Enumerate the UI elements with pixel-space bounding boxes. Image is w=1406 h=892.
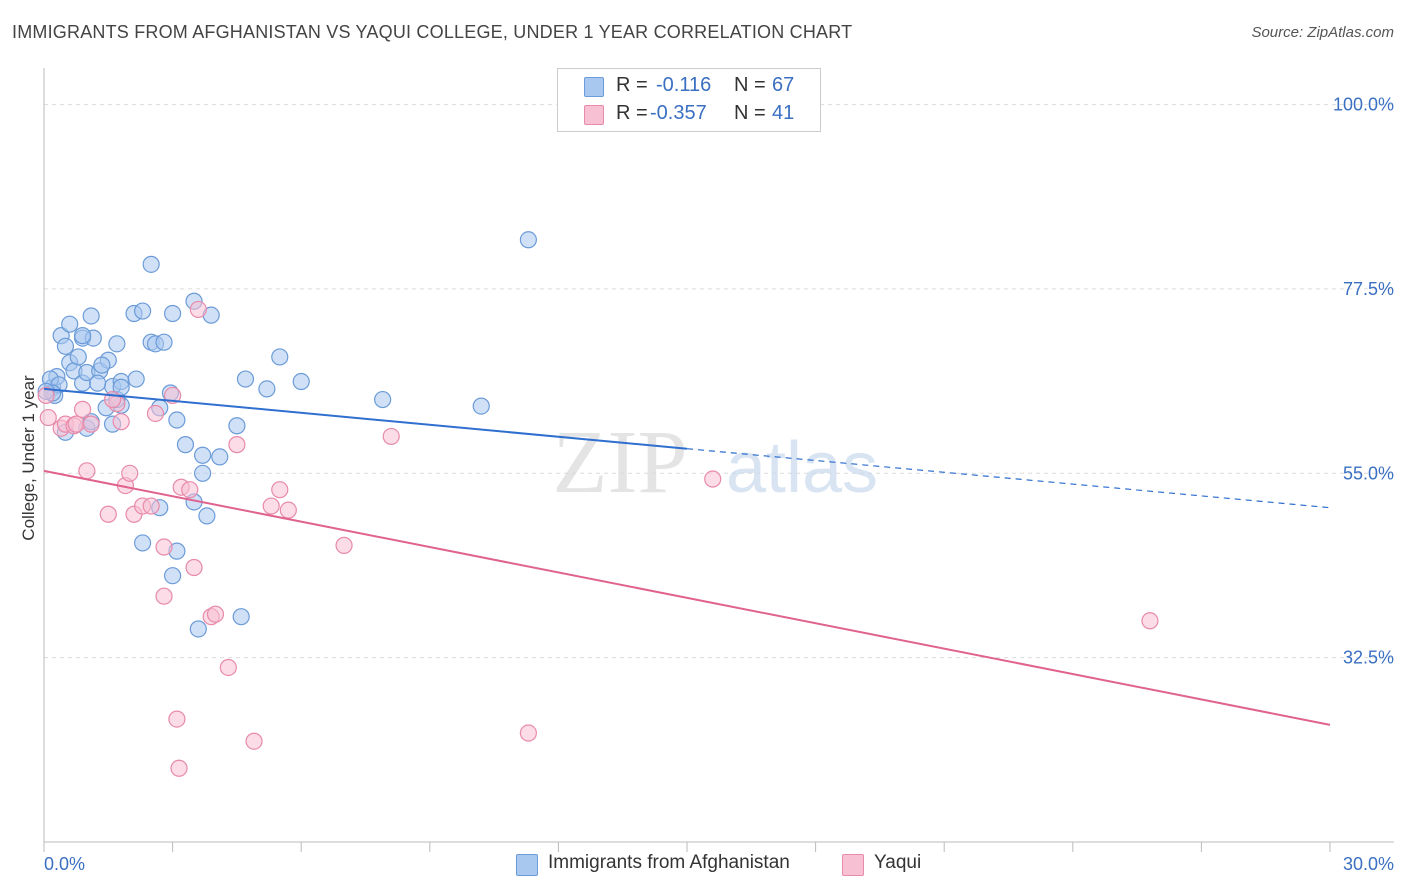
legend-swatch-pink <box>584 105 604 125</box>
yaqui-point <box>181 481 199 499</box>
afghanistan-trend-line <box>43 387 688 450</box>
legend-n-label: N = <box>734 74 766 96</box>
yaqui-point <box>73 400 92 418</box>
legend-r-label: R = <box>616 74 648 96</box>
yaqui-point <box>185 558 203 577</box>
yaqui-point <box>1141 612 1159 630</box>
trend-lines <box>43 387 1331 726</box>
y-axis-label: College, Under 1 year <box>19 375 38 541</box>
afghanistan-point <box>108 335 126 353</box>
stats-legend: R = -0.116 N = 67 R = -0.357 N = 41 <box>557 68 821 132</box>
axes <box>43 68 1394 852</box>
yaqui-point <box>82 415 100 433</box>
afghanistan-point <box>164 567 182 585</box>
afghanistan-point <box>194 464 212 482</box>
afghanistan-point <box>88 374 107 392</box>
afghanistan-point <box>519 231 537 249</box>
yaqui-point <box>206 605 225 623</box>
afghanistan-point <box>374 390 392 409</box>
afghanistan-point <box>189 620 207 638</box>
afghanistan-point <box>127 370 145 388</box>
yaqui-point <box>168 710 186 728</box>
afghanistan-point <box>61 315 79 333</box>
yaqui-point <box>279 501 297 519</box>
afghanistan-point <box>271 348 289 366</box>
legend-row-yaqui: R = -0.357 N = 41 <box>558 102 820 128</box>
watermark-zip: ZIP <box>553 413 688 512</box>
yaqui-point <box>271 481 289 499</box>
yaqui-point <box>121 464 139 482</box>
afghanistan-point <box>155 333 173 351</box>
yaqui-point <box>67 415 85 433</box>
y-tick-label: 77.5% <box>1343 279 1394 299</box>
yaqui-point <box>37 386 55 405</box>
afghanistan-point <box>198 507 216 525</box>
afghanistan-point <box>258 380 276 398</box>
data-points <box>37 231 1159 777</box>
afghanistan-point <box>211 448 229 466</box>
yaqui-point <box>382 427 400 446</box>
afghanistan-trend-extension <box>686 448 1331 509</box>
afghanistan-point <box>93 356 111 374</box>
yaqui-point <box>39 408 57 427</box>
yaqui-point <box>155 587 173 605</box>
afghanistan-point <box>133 302 152 320</box>
yaqui-point <box>142 497 160 515</box>
legend-n-label: N = <box>734 102 766 124</box>
x-tick-label: 30.0% <box>1343 854 1394 874</box>
afghanistan-point <box>133 534 152 552</box>
yaqui-point <box>262 497 280 515</box>
afghanistan-point <box>82 307 100 325</box>
afghanistan-point <box>176 436 195 454</box>
yaqui-point <box>335 536 353 554</box>
yaqui-point <box>78 462 96 480</box>
yaqui-point <box>170 759 188 777</box>
yaqui-trend-line <box>43 469 1331 726</box>
tick-labels: 100.0% 77.5% 55.0% 32.5% 0.0% 30.0% <box>44 95 1394 874</box>
legend-r-label: R = <box>616 102 648 124</box>
afghanistan-point <box>168 411 186 429</box>
afghanistan-point <box>73 327 92 345</box>
bottom-legend-swatch-blue <box>516 854 538 876</box>
yaqui-point <box>146 404 165 423</box>
yaqui-point <box>99 505 117 523</box>
source-credit: Source: ZipAtlas.com <box>1251 24 1394 41</box>
legend-swatch-blue <box>584 77 604 97</box>
afghanistan-point <box>292 372 310 391</box>
y-tick-label: 32.5% <box>1343 648 1394 668</box>
afghanistan-point <box>69 348 87 366</box>
y-tick-label: 100.0% <box>1333 95 1394 115</box>
legend-r-value: -0.357 <box>650 102 707 124</box>
yaqui-point <box>219 658 237 677</box>
legend-r-value: -0.116 <box>656 74 712 96</box>
yaqui-point <box>245 732 263 750</box>
yaqui-point <box>228 436 246 454</box>
bottom-legend-label: Immigrants from Afghanistan <box>548 852 790 873</box>
yaqui-point <box>155 538 173 556</box>
legend-n-value: 67 <box>772 74 795 96</box>
yaqui-point <box>189 300 207 319</box>
yaqui-point <box>519 724 537 742</box>
chart-title: IMMIGRANTS FROM AFGHANISTAN VS YAQUI COL… <box>12 22 853 42</box>
afghanistan-point <box>236 370 255 388</box>
afghanistan-point <box>56 337 75 355</box>
watermark-atlas: atlas <box>726 428 878 508</box>
legend-n-value: 41 <box>772 102 795 124</box>
y-tick-label: 55.0% <box>1343 463 1394 483</box>
afghanistan-point <box>228 417 246 435</box>
bottom-legend-swatch-pink <box>842 854 864 876</box>
afghanistan-point <box>472 397 490 415</box>
afghanistan-point <box>232 608 250 626</box>
x-tick-label: 0.0% <box>44 854 85 874</box>
yaqui-point <box>164 386 182 405</box>
legend-row-afghanistan: R = -0.116 N = 67 <box>558 74 820 100</box>
afghanistan-point <box>164 304 182 323</box>
afghanistan-point <box>194 446 212 464</box>
bottom-legend-label: Yaqui <box>874 852 922 873</box>
yaqui-point <box>704 470 722 488</box>
afghanistan-point <box>142 255 160 273</box>
yaqui-point <box>112 413 130 431</box>
